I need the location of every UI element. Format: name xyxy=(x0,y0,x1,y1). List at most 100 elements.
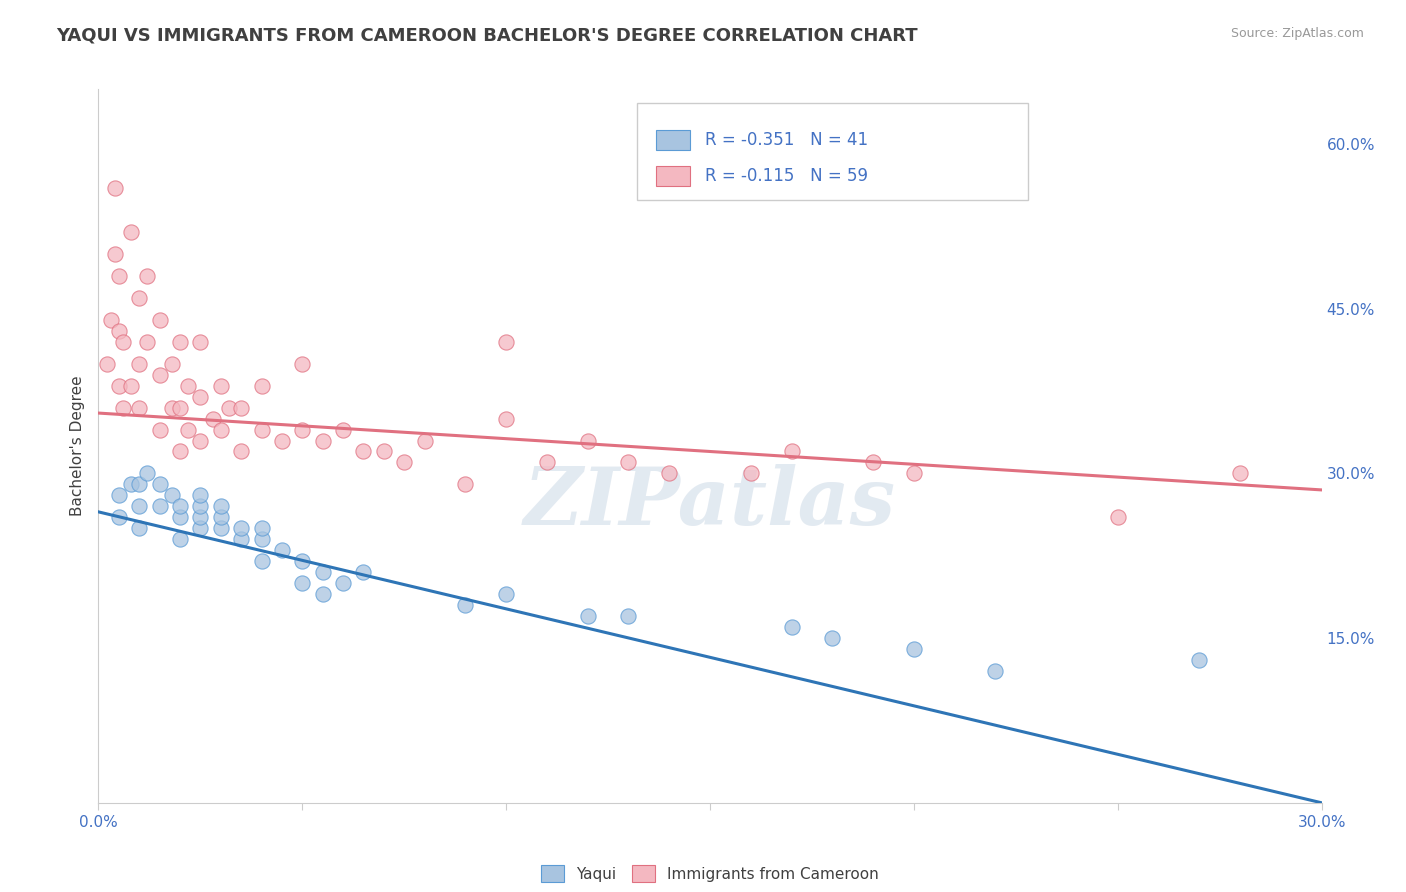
Point xyxy=(1107,510,1129,524)
Point xyxy=(250,533,273,547)
Point xyxy=(149,500,172,514)
Point xyxy=(169,444,191,458)
Point xyxy=(209,378,232,392)
Point xyxy=(108,488,131,502)
Point xyxy=(454,598,477,612)
Point xyxy=(160,401,183,415)
Point xyxy=(149,312,172,326)
Bar xyxy=(657,130,690,150)
Point xyxy=(149,423,172,437)
Point xyxy=(111,334,134,349)
Point xyxy=(160,488,183,502)
Point xyxy=(291,554,314,568)
Point xyxy=(169,401,191,415)
Point xyxy=(188,334,212,349)
Point xyxy=(108,324,131,338)
Point xyxy=(536,455,558,469)
Point xyxy=(120,225,142,239)
Point xyxy=(332,576,354,591)
Point xyxy=(136,334,159,349)
Point xyxy=(576,609,599,624)
Point xyxy=(149,368,172,382)
Point xyxy=(312,587,335,601)
Point xyxy=(188,521,212,535)
Point xyxy=(128,477,150,491)
Point xyxy=(270,434,294,448)
Point xyxy=(218,401,240,415)
Point xyxy=(780,620,803,634)
Point xyxy=(291,423,314,437)
Point xyxy=(177,378,200,392)
Point xyxy=(209,423,232,437)
Point xyxy=(169,334,191,349)
Point xyxy=(169,510,191,524)
Point xyxy=(392,455,416,469)
Point xyxy=(576,434,599,448)
Point xyxy=(862,455,884,469)
Point xyxy=(413,434,436,448)
Point xyxy=(108,378,131,392)
Point xyxy=(250,521,273,535)
Text: ZIPatlas: ZIPatlas xyxy=(524,465,896,541)
Point xyxy=(495,587,517,601)
Text: Source: ZipAtlas.com: Source: ZipAtlas.com xyxy=(1230,27,1364,40)
Point xyxy=(352,444,374,458)
Point xyxy=(149,477,172,491)
Point xyxy=(128,500,150,514)
Point xyxy=(108,268,131,283)
FancyBboxPatch shape xyxy=(637,103,1028,200)
Y-axis label: Bachelor's Degree: Bachelor's Degree xyxy=(69,376,84,516)
Point xyxy=(201,411,224,425)
Point xyxy=(169,533,191,547)
Point xyxy=(128,521,150,535)
Point xyxy=(111,401,134,415)
Point xyxy=(250,554,273,568)
Point xyxy=(100,312,122,326)
Point xyxy=(291,357,314,371)
Point xyxy=(136,268,159,283)
Point xyxy=(495,411,517,425)
Point xyxy=(740,467,762,481)
Point xyxy=(108,510,131,524)
Point xyxy=(160,357,183,371)
Point xyxy=(658,467,681,481)
Point xyxy=(209,510,232,524)
Point xyxy=(903,642,925,657)
Point xyxy=(188,488,212,502)
Point xyxy=(104,247,127,261)
Point xyxy=(104,181,127,195)
Point xyxy=(250,423,273,437)
Point xyxy=(96,357,118,371)
Point xyxy=(231,444,253,458)
Point xyxy=(821,631,844,645)
Point xyxy=(312,434,335,448)
Point xyxy=(984,664,1007,678)
Point xyxy=(617,455,640,469)
Point xyxy=(332,423,354,437)
Text: R = -0.351   N = 41: R = -0.351 N = 41 xyxy=(706,131,869,149)
Point xyxy=(454,477,477,491)
Point xyxy=(495,334,517,349)
Point xyxy=(373,444,395,458)
Point xyxy=(780,444,803,458)
Point xyxy=(120,378,142,392)
Point xyxy=(128,357,150,371)
Text: YAQUI VS IMMIGRANTS FROM CAMEROON BACHELOR'S DEGREE CORRELATION CHART: YAQUI VS IMMIGRANTS FROM CAMEROON BACHEL… xyxy=(56,27,918,45)
Point xyxy=(128,401,150,415)
Bar xyxy=(657,166,690,186)
Point xyxy=(188,434,212,448)
Point xyxy=(188,510,212,524)
Point xyxy=(617,609,640,624)
Point xyxy=(231,401,253,415)
Point xyxy=(250,378,273,392)
Point xyxy=(903,467,925,481)
Point xyxy=(209,521,232,535)
Point xyxy=(209,500,232,514)
Text: R = -0.115   N = 59: R = -0.115 N = 59 xyxy=(706,167,868,185)
Point xyxy=(270,543,294,558)
Point xyxy=(1229,467,1251,481)
Point xyxy=(188,500,212,514)
Legend: Yaqui, Immigrants from Cameroon: Yaqui, Immigrants from Cameroon xyxy=(536,859,884,888)
Point xyxy=(188,390,212,404)
Point xyxy=(231,533,253,547)
